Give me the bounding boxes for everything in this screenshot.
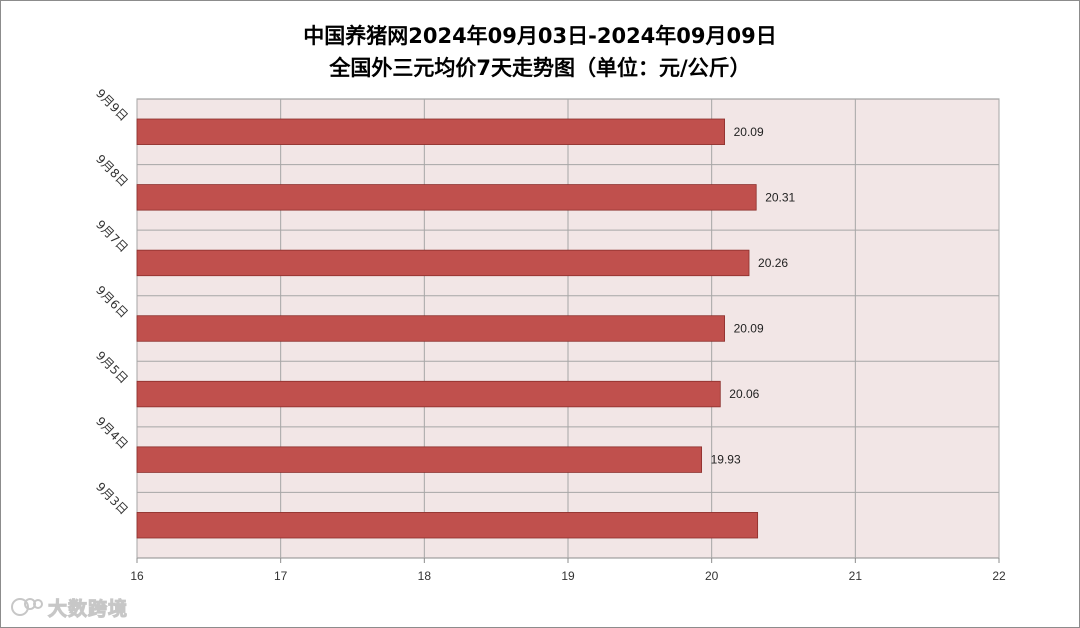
bar bbox=[136, 184, 757, 211]
data-label: 20.31 bbox=[765, 190, 795, 204]
y-category-label: 9月5日 bbox=[93, 349, 131, 387]
watermark-text: 大数跨境 bbox=[47, 597, 129, 620]
chart-title-line-2: 全国外三元均价7天走势图（单位：元/公斤） bbox=[329, 56, 751, 80]
bar bbox=[136, 249, 750, 277]
bar bbox=[136, 512, 759, 539]
x-tick-label: 19 bbox=[561, 569, 575, 583]
chart-title-line-1: 中国养猪网2024年09月03日-2024年09月09日 bbox=[303, 24, 777, 48]
y-axis: 9月3日 9月4日 9月5日 9月6日 9月7日 9月8日 9月9日 bbox=[93, 86, 131, 517]
y-category-label: 9月4日 bbox=[93, 414, 131, 452]
x-tick-label: 16 bbox=[130, 569, 144, 583]
data-label: 20.09 bbox=[734, 125, 764, 139]
bar bbox=[136, 446, 703, 473]
x-tick-label: 21 bbox=[849, 569, 863, 583]
y-category-label: 9月9日 bbox=[93, 86, 131, 124]
y-category-label: 9月3日 bbox=[93, 480, 131, 518]
x-tick-label: 18 bbox=[418, 569, 432, 583]
x-tick-label: 20 bbox=[705, 569, 719, 583]
y-category-label: 9月7日 bbox=[93, 217, 131, 255]
data-label: 20.06 bbox=[729, 387, 759, 401]
data-label: 20.09 bbox=[734, 322, 764, 336]
x-tick-label: 17 bbox=[274, 569, 288, 583]
data-label: 20.26 bbox=[758, 256, 788, 270]
y-category-label: 9月6日 bbox=[93, 283, 131, 321]
watermark: 大数跨境 bbox=[10, 594, 128, 620]
y-category-label: 9月8日 bbox=[93, 152, 131, 190]
data-label: 19.93 bbox=[711, 453, 741, 467]
x-tick-label: 22 bbox=[992, 569, 1006, 583]
brand-logo-icon bbox=[11, 598, 43, 616]
bar bbox=[136, 380, 721, 408]
grid-lines bbox=[136, 99, 1000, 558]
bar bbox=[136, 315, 725, 342]
bar bbox=[136, 118, 725, 145]
bar-series bbox=[136, 118, 759, 539]
data-labels: 19.93 20.06 20.09 20.26 20.31 20.09 bbox=[711, 125, 796, 467]
x-axis: 16 17 18 19 20 21 22 bbox=[130, 558, 1006, 583]
